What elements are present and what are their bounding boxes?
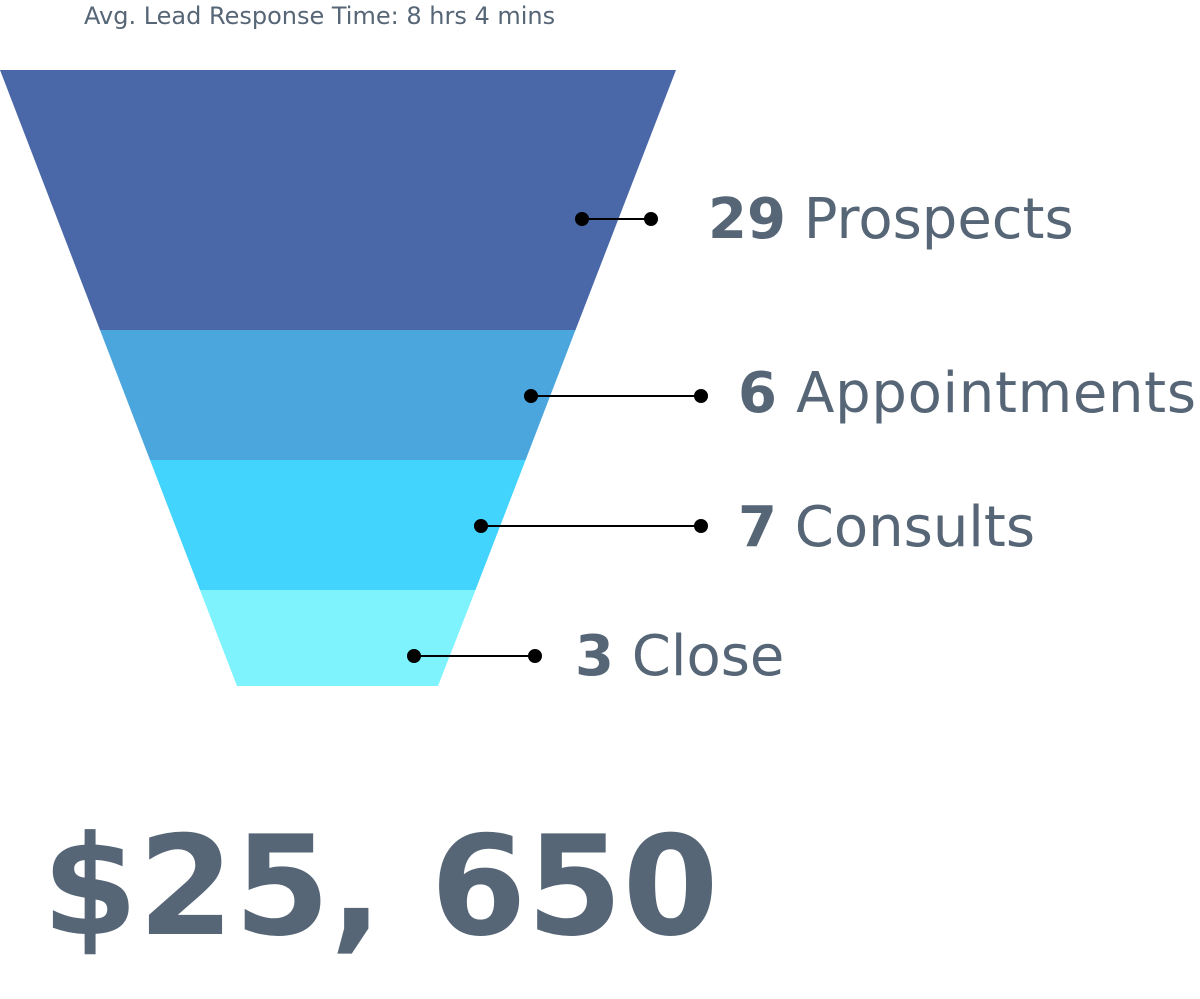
stage-text: 29 Prospects	[708, 187, 1074, 252]
stage-count: 29	[708, 187, 786, 252]
connector-dot	[694, 519, 708, 533]
connectors	[407, 212, 708, 663]
stage-label: Appointments	[796, 361, 1196, 426]
stage-label: Consults	[795, 495, 1035, 560]
connector-dot	[644, 212, 658, 226]
stage-text: 3 Close	[575, 624, 784, 689]
funnel-stage	[200, 590, 476, 686]
stage-label: Prospects	[804, 187, 1074, 252]
connector-dot	[694, 389, 708, 403]
stage-label: Close	[632, 624, 785, 689]
connector-dot	[474, 519, 488, 533]
stage-count: 3	[575, 624, 614, 689]
subtitle: Avg. Lead Response Time: 8 hrs 4 mins	[84, 2, 555, 30]
stage-count: 7	[738, 495, 777, 560]
funnel-stage	[100, 330, 576, 460]
funnel-stage	[0, 70, 676, 330]
stage-text: 7 Consults	[738, 495, 1035, 560]
connector-dot	[528, 649, 542, 663]
funnel-stage	[150, 460, 526, 590]
stage-text: 6 Appointments	[738, 361, 1196, 426]
stage-count: 6	[738, 361, 777, 426]
connector-dot	[407, 649, 421, 663]
connector-dot	[575, 212, 589, 226]
connector-dot	[524, 389, 538, 403]
total-amount: $25, 650	[42, 806, 719, 967]
